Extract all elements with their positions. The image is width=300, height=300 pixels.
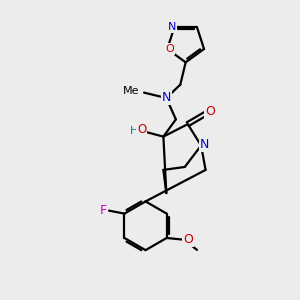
Text: O: O — [205, 105, 215, 118]
Text: N: N — [162, 92, 171, 104]
Text: F: F — [100, 203, 107, 217]
Text: N: N — [168, 22, 176, 32]
Text: N: N — [200, 138, 209, 151]
Text: H: H — [130, 126, 138, 136]
Text: O: O — [183, 233, 193, 246]
Text: O: O — [137, 123, 146, 136]
Text: O: O — [165, 44, 174, 54]
Text: Me: Me — [123, 86, 140, 96]
